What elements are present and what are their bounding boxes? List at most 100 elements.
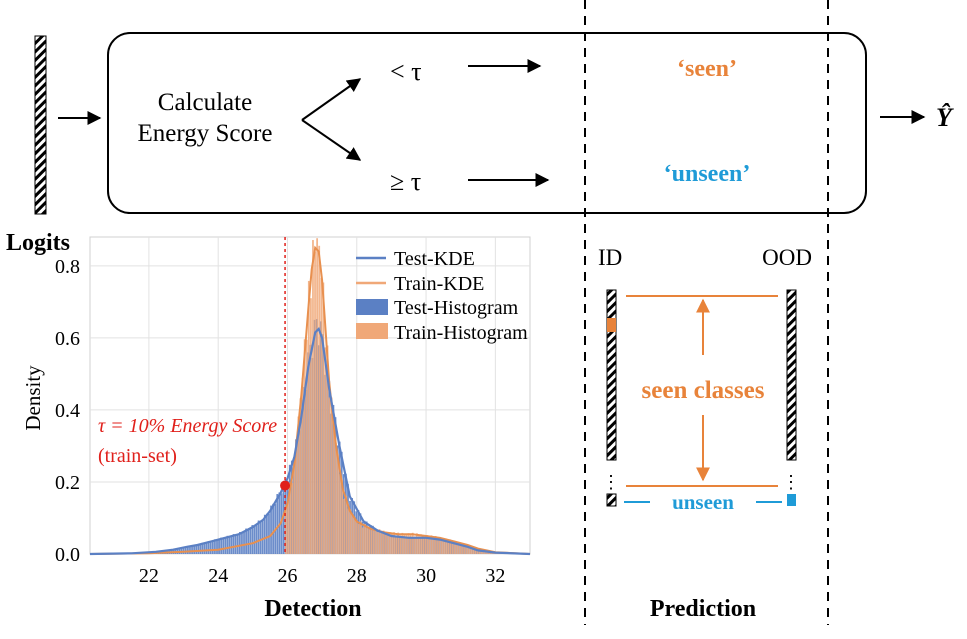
train-hist-bar: [291, 483, 294, 554]
test-hist-bar: [209, 541, 212, 554]
branch-arrow-low: [301, 78, 362, 121]
train-hist-bar: [399, 535, 402, 554]
ood-dots: ⋮: [782, 472, 800, 492]
y-tick-label: 0.2: [55, 472, 80, 494]
test-hist-bar: [257, 520, 260, 554]
train-hist-bar: [451, 542, 454, 554]
logits-vector: [34, 35, 47, 215]
test-hist-bar: [226, 535, 229, 554]
train-hist-bar: [440, 537, 443, 554]
train-hist-bar: [295, 446, 298, 554]
test-hist-bar: [272, 503, 275, 554]
train-hist-bar: [320, 277, 323, 554]
train-hist-bar: [297, 416, 300, 554]
train-hist-bar: [328, 397, 331, 554]
test-hist-bar: [220, 537, 223, 554]
train-hist-bar: [332, 426, 335, 554]
train-hist-bar: [382, 530, 385, 554]
test-hist-bar: [214, 539, 216, 554]
train-hist-bar: [314, 251, 316, 554]
train-hist-bar: [351, 514, 354, 554]
train-hist-bar: [413, 536, 416, 554]
train-hist-bar: [438, 537, 441, 554]
test-hist-bar: [238, 532, 241, 554]
unseen-label: unseen: [672, 490, 734, 514]
test-hist-bar: [232, 534, 235, 554]
test-hist-bar: [228, 536, 231, 554]
seen-classes-label: seen classes: [642, 377, 765, 404]
test-hist-bar: [278, 492, 281, 554]
train-hist-bar: [359, 521, 362, 554]
branch-low-label: < τ: [390, 57, 422, 86]
density-chart: 22 24 26 28 30 32 0.0 0.2 0.4 0.6 0.8 τ = 10% Ener…: [21, 236, 531, 622]
train-hist-bar: [326, 345, 329, 554]
test-hist-bar: [253, 525, 256, 554]
train-hist-bar: [305, 339, 308, 554]
test-hist-bar: [187, 546, 189, 554]
tick-labels: 22 24 26 28 30 32 0.0 0.2 0.4 0.6 0.8: [55, 256, 505, 587]
train-hist-bar: [337, 454, 339, 554]
train-hist-bar: [285, 504, 287, 554]
branch-arrow-high: [301, 119, 362, 161]
output-label: Ŷ: [936, 103, 954, 132]
annotation-line1: τ = 10% Energy Score: [98, 415, 277, 437]
ood-label: OOD: [762, 245, 812, 270]
test-hist-bar: [234, 534, 237, 554]
train-hist-bar: [467, 544, 470, 554]
train-hist-bar: [422, 535, 425, 554]
train-hist-bar: [341, 479, 343, 554]
train-hist-bar: [349, 509, 352, 554]
test-hist-bar: [245, 528, 247, 554]
train-hist-bar: [339, 474, 341, 554]
train-hist-bar: [368, 526, 370, 554]
prediction-section-label: Prediction: [650, 596, 756, 622]
train-hist-bar: [318, 245, 321, 554]
logits-label: Logits: [6, 230, 70, 256]
test-hist-bar: [251, 525, 254, 554]
id-highlight: [607, 318, 616, 332]
branch-high-label: ≥ τ: [390, 167, 421, 196]
train-hist-bar: [364, 523, 366, 554]
train-hist-bar: [289, 482, 291, 554]
test-hist-bar: [261, 521, 264, 554]
train-hist-bar: [453, 540, 456, 554]
train-hist-bar: [378, 529, 381, 554]
test-hist-bar: [197, 544, 200, 554]
train-hist-bar: [461, 543, 464, 554]
train-hist-bar: [457, 542, 460, 554]
id-end-cell: [606, 493, 617, 507]
test-hist-bar: [195, 544, 198, 554]
train-hist-bar: [445, 538, 447, 554]
train-hist-bar: [307, 280, 310, 554]
train-hist-bar: [463, 543, 466, 554]
histograms: [114, 238, 504, 554]
prediction-panel: ID OOD seen classes ⋮ ⋮ unseen Predictio…: [598, 245, 812, 622]
train-hist-bar: [455, 542, 458, 554]
test-hist-bar: [268, 513, 270, 554]
train-hist-bar: [395, 535, 398, 554]
test-hist-bar: [263, 514, 266, 554]
test-hist-bar: [191, 546, 193, 554]
train-hist-bar: [372, 529, 375, 554]
train-hist-bar: [416, 533, 418, 554]
threshold-point: [280, 480, 291, 491]
train-hist-bar: [424, 535, 427, 554]
y-tick-label: 0.8: [55, 256, 80, 278]
train-hist-bar: [472, 546, 474, 554]
y-tick-label: 0.0: [55, 544, 80, 566]
train-hist-bar: [432, 538, 435, 554]
train-hist-bar: [376, 531, 379, 554]
test-hist-bar: [241, 532, 243, 554]
train-hist-bar: [426, 535, 429, 554]
y-axis-label: Density: [21, 365, 45, 431]
train-hist-bar: [299, 398, 302, 554]
x-tick-label: 28: [347, 565, 367, 587]
y-tick-label: 0.6: [55, 328, 80, 350]
train-hist-bar: [324, 347, 327, 554]
test-hist-bar: [222, 538, 225, 554]
train-hist-bar: [420, 534, 422, 554]
id-dots: ⋮: [602, 472, 620, 492]
train-hist-bar: [343, 499, 346, 554]
train-hist-bar: [386, 532, 389, 554]
